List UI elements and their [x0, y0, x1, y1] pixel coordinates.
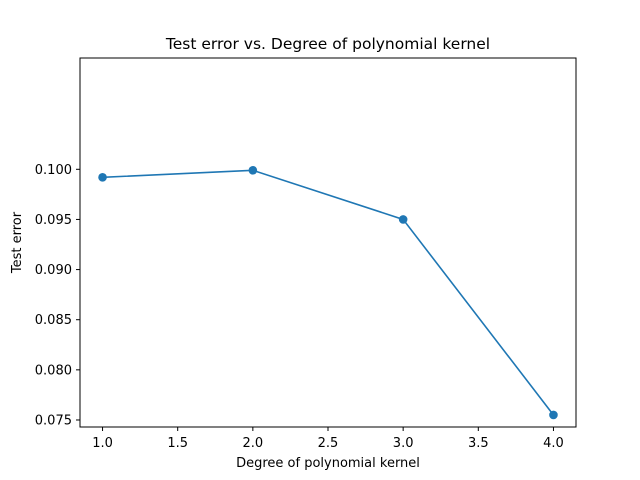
- data-point: [248, 166, 258, 175]
- x-tick-label: 3.0: [393, 436, 414, 451]
- data-point: [98, 173, 107, 182]
- y-tick-label: 0.075: [35, 413, 72, 428]
- y-tick-label: 0.085: [35, 313, 72, 328]
- y-tick-label: 0.090: [35, 263, 72, 278]
- x-tick-label: 2.5: [318, 436, 339, 451]
- y-axis: 0.075 0.080 0.085 0.090 0.095 0.100: [35, 163, 80, 428]
- x-tick-label: 3.5: [468, 436, 489, 451]
- series-line: [102, 169, 555, 416]
- y-axis-label: Test error: [10, 211, 25, 274]
- y-tick-label: 0.080: [35, 363, 72, 378]
- plot-area: [98, 166, 558, 420]
- y-tick-label: 0.095: [35, 213, 72, 228]
- data-point: [398, 215, 408, 224]
- x-tick-label: 2.0: [243, 436, 264, 451]
- x-tick-label: 4.0: [543, 436, 564, 451]
- chart-title: Test error vs. Degree of polynomial kern…: [165, 35, 490, 53]
- x-axis: 1.0 1.5 2.0 2.5 3.0 3.5 4.0: [92, 427, 564, 451]
- x-tick-label: 1.5: [167, 436, 188, 451]
- y-tick-label: 0.100: [35, 163, 72, 178]
- x-axis-label: Degree of polynomial kernel: [236, 456, 420, 471]
- x-tick-label: 1.0: [92, 436, 113, 451]
- data-point: [549, 410, 558, 420]
